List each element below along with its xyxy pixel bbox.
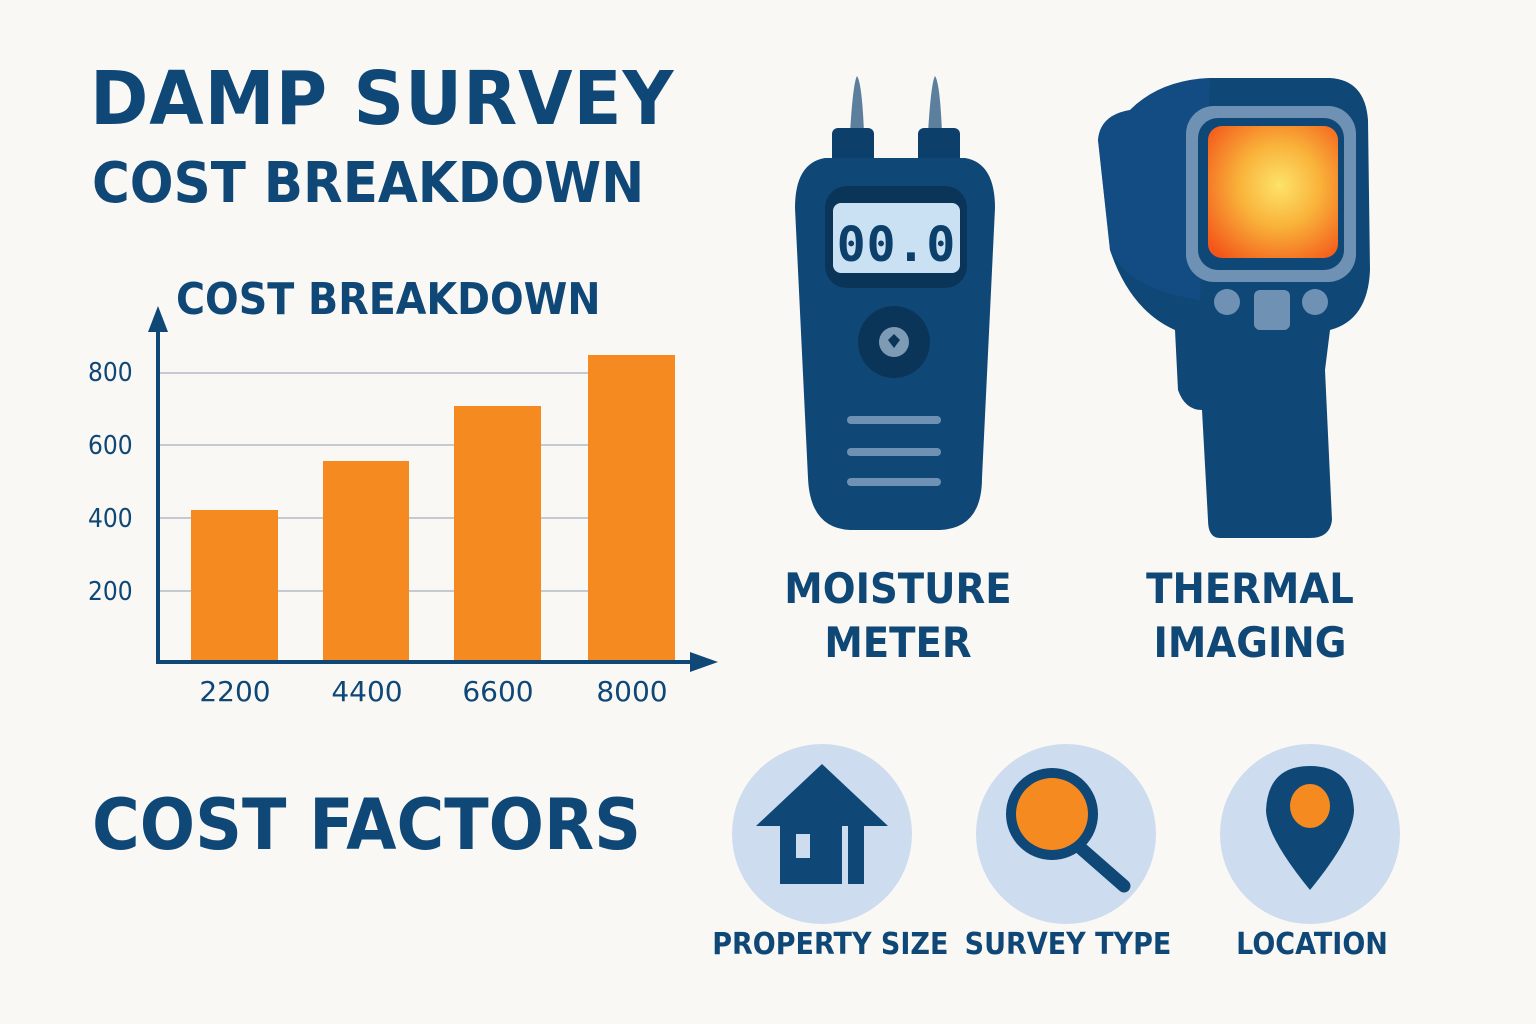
chart-title: COST BREAKDOWN: [176, 274, 601, 325]
x-tick-label: 8000: [596, 675, 668, 708]
label-line: IMAGING: [1153, 618, 1347, 667]
gridline-400: [160, 517, 675, 519]
label-line: MOISTURE: [784, 564, 1012, 613]
meter-display-reading: 00.0: [836, 217, 957, 273]
bar-2200: [191, 510, 278, 662]
factor-label: PROPERTY SIZE: [712, 927, 949, 962]
cost-factors-heading: COST FACTORS: [92, 784, 642, 866]
y-tick-label: 200: [88, 577, 133, 607]
bar-6600: [454, 406, 541, 662]
bar-8000: [588, 355, 675, 662]
house-icon-circle: [732, 744, 912, 924]
factor-label: LOCATION: [1236, 927, 1388, 962]
gridline-200: [160, 590, 675, 592]
y-tick-label: 600: [88, 431, 133, 461]
label-line: THERMAL: [1146, 564, 1354, 613]
x-tick-label: 6600: [462, 675, 534, 708]
gridline-600: [160, 444, 675, 446]
page-title: DAMP SURVEY: [90, 56, 675, 142]
y-tick-label: 800: [88, 358, 133, 388]
chart-axes: [148, 306, 718, 672]
label-line: METER: [824, 618, 972, 667]
x-tick-label: 4400: [331, 675, 403, 708]
thermal-imaging-label: THERMAL IMAGING: [1130, 562, 1369, 670]
y-tick-label: 400: [88, 504, 133, 534]
magnifier-icon-circle: [976, 744, 1156, 924]
bar-4400: [323, 461, 409, 662]
thermal-camera-icon: [1098, 78, 1370, 538]
house-icon: [756, 764, 888, 884]
page-subtitle: COST BREAKDOWN: [92, 151, 645, 216]
x-tick-label: 2200: [199, 675, 271, 708]
moisture-meter-icon: [795, 76, 995, 530]
gridline-800: [160, 372, 675, 374]
magnifier-icon: [1006, 768, 1131, 893]
moisture-meter-label: MOISTURE METER: [778, 562, 1017, 670]
location-pin-icon-circle: [1220, 744, 1400, 924]
location-pin-icon: [1266, 766, 1354, 890]
factor-label: SURVEY TYPE: [964, 927, 1172, 962]
